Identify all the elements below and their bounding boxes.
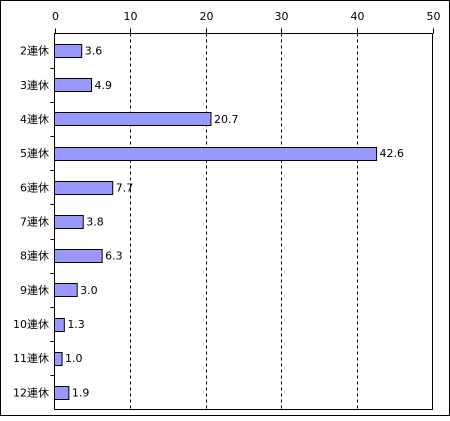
bar — [54, 44, 83, 58]
bar — [54, 147, 378, 161]
value-label: 4.9 — [95, 79, 113, 92]
value-label: 3.0 — [80, 284, 98, 297]
value-labels: 3.6 4.9 20.7 42.6 7.7 3.8 6.3 3.0 1.3 1.0 1.9 — [65, 45, 404, 400]
value-label: 42.6 — [380, 147, 405, 160]
x-tick-label: 0 — [52, 10, 59, 23]
category-label: 10連休 — [13, 317, 49, 331]
bar — [54, 352, 63, 366]
category-label: 6連休 — [20, 180, 49, 194]
value-label: 20.7 — [214, 113, 239, 126]
category-label: 11連休 — [13, 351, 49, 365]
value-label: 1.9 — [72, 386, 90, 399]
category-label: 7連休 — [20, 215, 49, 229]
bar — [54, 386, 70, 400]
value-label: 6.3 — [105, 250, 123, 263]
category-label: 5連休 — [20, 146, 49, 160]
x-tick-label: 20 — [200, 10, 214, 23]
x-tick-label: 40 — [351, 10, 365, 23]
bar — [54, 78, 93, 92]
value-label: 1.3 — [67, 318, 85, 331]
x-tick-label: 30 — [275, 10, 289, 23]
bar — [54, 318, 65, 332]
value-label: 3.8 — [86, 216, 104, 229]
category-label: 9連休 — [20, 283, 49, 297]
category-label: 4連休 — [20, 112, 49, 126]
plot-area-border — [54, 33, 433, 410]
bar — [54, 283, 78, 297]
bar — [54, 215, 84, 229]
bar — [54, 112, 212, 126]
bar — [54, 181, 114, 195]
x-axis-ticks: 0 10 20 30 40 50 — [50, 10, 441, 376]
value-label: 3.6 — [85, 45, 103, 58]
category-label: 2連休 — [20, 44, 49, 58]
grid-lines — [130, 33, 358, 410]
category-labels: 2連休 3連休 4連休 5連休 6連休 7連休 8連休 9連休 10連休 11連休 12連休 — [13, 44, 49, 400]
value-label: 7.7 — [116, 181, 134, 194]
value-label: 1.0 — [65, 352, 83, 365]
bar — [54, 249, 103, 263]
x-tick-label: 50 — [427, 10, 441, 23]
category-label: 3連休 — [20, 78, 49, 92]
x-tick-label: 10 — [124, 10, 138, 23]
bars — [54, 44, 378, 400]
category-label: 8連休 — [20, 249, 49, 263]
category-label: 12連休 — [13, 385, 49, 399]
